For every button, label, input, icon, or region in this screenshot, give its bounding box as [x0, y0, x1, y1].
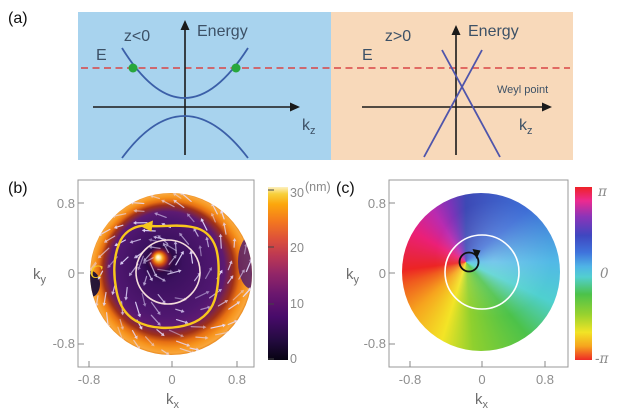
ky-axis-label-b: ky [33, 266, 47, 286]
y-tick: 0.8 [368, 196, 386, 211]
lower-band-curve [121, 115, 249, 159]
colorbar-c [575, 187, 592, 360]
white-reference-circle-c [444, 234, 520, 310]
region-z-positive-bg [331, 12, 573, 160]
region-label-z-negative: z<0 [124, 28, 150, 45]
ticks-c [389, 202, 546, 367]
kz-axis-label-left: kz [302, 117, 316, 137]
y-tick: 0.8 [57, 196, 75, 211]
energy-axis-arrow-left [180, 20, 190, 30]
colorbar-c-tick-label: -π [595, 351, 610, 367]
colorbar-b-tick-label: 10 [290, 297, 304, 311]
panel-label-a: (a) [8, 10, 28, 27]
y-tick: 0 [68, 266, 75, 281]
region-z-negative-bg [78, 12, 331, 160]
kz-axis-label-right: kz [519, 117, 533, 137]
panel-a: z<0 Energy E kz z>0 Energy E kz Weyl poi… [8, 10, 573, 160]
colorbar-b-unit: (nm) [305, 180, 331, 194]
x-tick: -0.8 [399, 372, 421, 387]
panel-b: C 0.8 0 -0.8 -0.8 0 0.8 ky kx 30 20 10 0 [8, 179, 331, 411]
axes-left [93, 26, 294, 155]
plot-box-c [388, 179, 569, 368]
contour-label: C [90, 263, 103, 283]
winding-direction-arrowhead [472, 249, 481, 259]
x-tick: -0.8 [78, 372, 100, 387]
fermi-crossing-dot-left [128, 63, 138, 73]
contour-arrowhead [140, 220, 153, 232]
ky-axis-label-c: ky [346, 266, 360, 286]
kz-axis-arrow-right [542, 102, 552, 112]
kx-axis-label-c: kx [475, 391, 489, 411]
winding-direction-circle [458, 251, 480, 273]
x-tick: 0 [478, 372, 485, 387]
fermi-crossing-dot-right [231, 63, 241, 73]
phase-map-disk [402, 193, 560, 351]
fermi-label-left: E [96, 47, 107, 64]
energy-label-right: Energy [468, 23, 519, 40]
dark-blob [90, 271, 100, 297]
fermi-label-right: E [362, 47, 373, 64]
purple-notch [238, 235, 252, 289]
panel-label-b: (b) [8, 180, 28, 197]
y-tick: 0 [379, 266, 386, 281]
colorbar-b-tick-label: 0 [290, 352, 297, 366]
weyl-cone-lines [423, 49, 501, 158]
colorbar-c-tick-label: π [597, 184, 608, 200]
displacement-map-disk [90, 193, 252, 355]
panel-label-c: (c) [336, 180, 355, 197]
panel-c: 0.8 0 -0.8 -0.8 0 0.8 ky kx π 0 -π (c) [336, 179, 610, 411]
x-tick: 0.8 [536, 372, 554, 387]
weyl-point-label: Weyl point [497, 84, 548, 96]
white-reference-circle-b [135, 239, 201, 305]
x-tick: 0.8 [228, 372, 246, 387]
y-tick: -0.8 [364, 336, 386, 351]
colorbar-c-tick-label: 0 [600, 266, 609, 282]
x-tick: 0 [168, 372, 175, 387]
colorbar-b-ticks [268, 189, 274, 360]
colorbar-b [268, 187, 288, 360]
colorbar-b-tick-label: 20 [290, 241, 304, 255]
energy-label-left: Energy [197, 23, 248, 40]
ticks-b [78, 202, 238, 367]
integration-contour [113, 224, 220, 329]
kx-axis-label-b: kx [166, 391, 180, 411]
colorbar-b-tick-label: 30 [290, 186, 304, 200]
region-label-z-positive: z>0 [385, 28, 411, 45]
energy-axis-arrow-right [451, 25, 461, 35]
kz-axis-arrow-left [290, 102, 300, 112]
y-tick: -0.8 [53, 336, 75, 351]
axes-right [362, 31, 546, 155]
